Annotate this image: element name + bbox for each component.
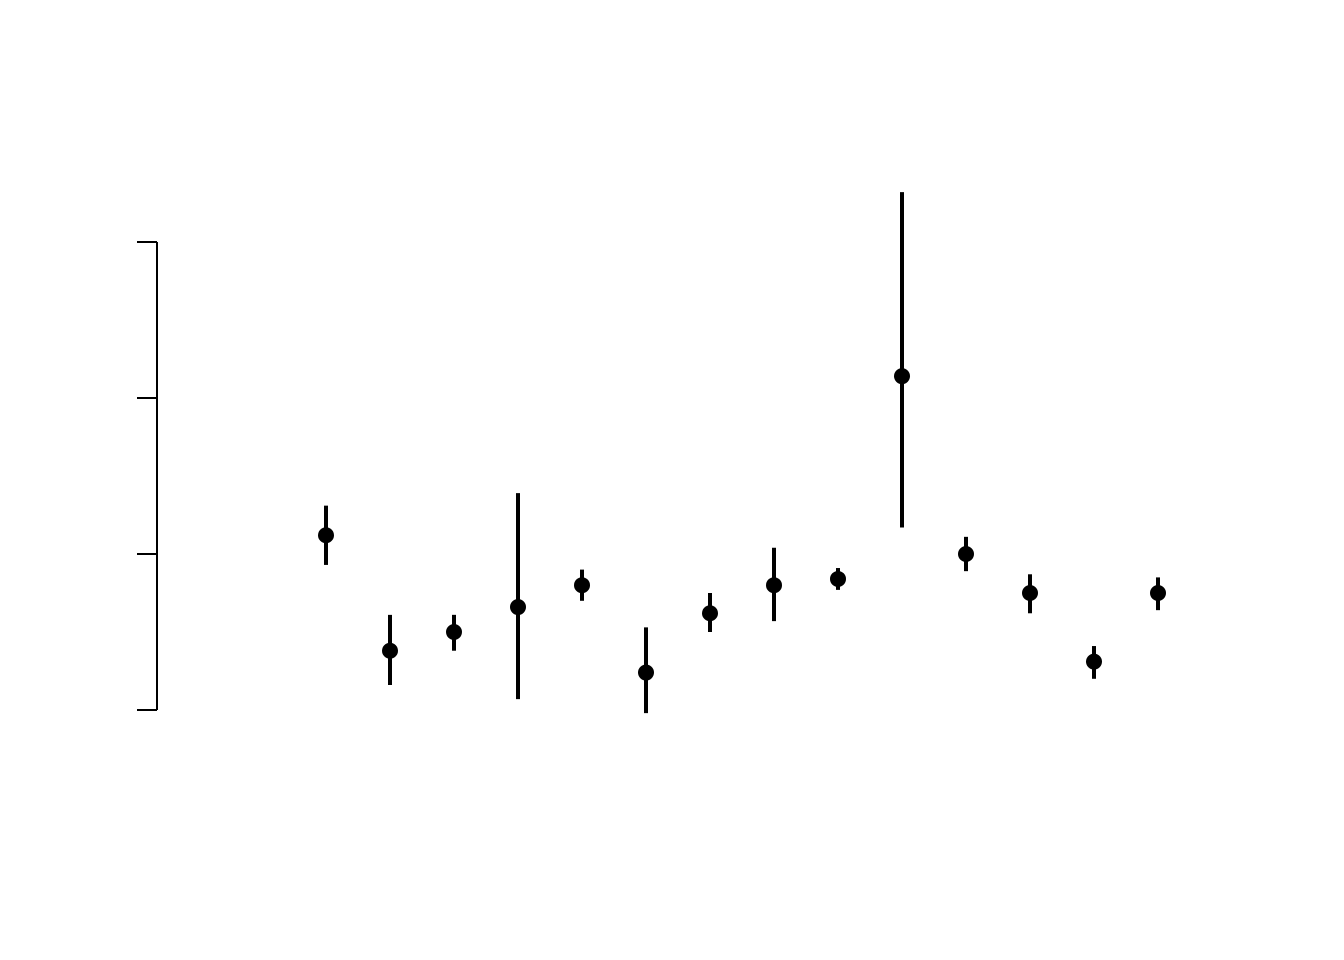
- data-point-11: [958, 546, 974, 562]
- data-point-12: [1022, 585, 1038, 601]
- data-point-4: [510, 599, 526, 616]
- data-point-10: [894, 368, 910, 385]
- data-point-5: [574, 577, 590, 594]
- data-point-7: [702, 605, 718, 622]
- data-point-1: [318, 527, 334, 544]
- data-point-8: [766, 577, 782, 594]
- data-point-2: [382, 642, 398, 659]
- y-axis: [137, 241, 158, 711]
- data-point-3: [446, 624, 462, 640]
- data-point-14: [1150, 585, 1166, 601]
- data-point-9: [830, 570, 846, 587]
- data-points: [318, 368, 1166, 681]
- data-point-13: [1086, 653, 1102, 670]
- data-point-6: [638, 664, 654, 681]
